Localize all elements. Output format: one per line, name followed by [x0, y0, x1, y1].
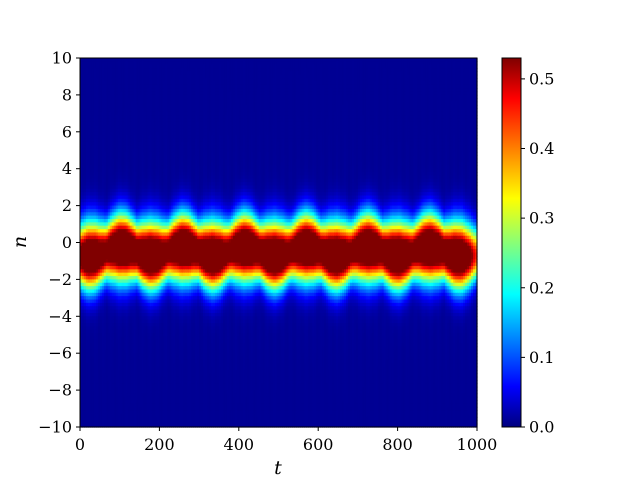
plot-area — [80, 58, 478, 428]
